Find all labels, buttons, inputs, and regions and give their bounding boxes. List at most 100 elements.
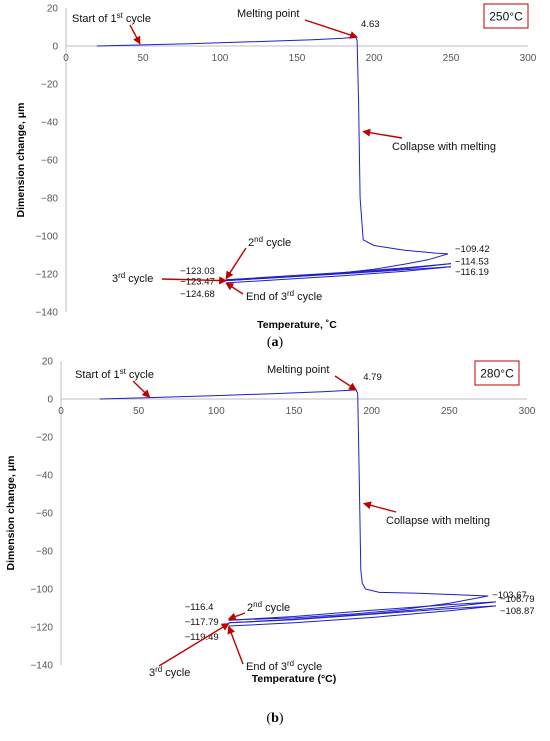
data-label: −116.19 [455, 267, 489, 278]
panel-caption-letter: a [272, 335, 279, 350]
data-label: −116.4 [185, 602, 214, 613]
x-tick-label: 200 [366, 53, 383, 64]
y-tick-label: −20 [36, 433, 53, 444]
annotation-label: Start of 1st cycle [72, 11, 151, 25]
annotation-tail: cycle [294, 661, 322, 673]
annotation-superscript: rd [287, 659, 294, 668]
annotation-text: 2 [247, 602, 253, 614]
annotation-arrow [161, 276, 228, 285]
temperature-badge-box [483, 3, 529, 29]
y-axis-title: Dimension change, μm [15, 103, 27, 218]
x-tick-label: 0 [63, 53, 69, 64]
panel-caption-close: ) [279, 711, 284, 726]
x-tick-label: 250 [443, 53, 460, 64]
series-line-3 [226, 263, 452, 281]
y-tick-label: −100 [30, 585, 53, 596]
annotation-text: Start of 1 [75, 369, 120, 381]
data-label: −114.53 [455, 257, 489, 268]
annotation-label: End of 3rd cycle [246, 659, 322, 673]
series-line-6 [228, 605, 496, 627]
annotation-arrow [362, 128, 403, 139]
annotation-arrow [304, 19, 359, 39]
annotation-arrow [129, 24, 141, 45]
data-label: −124.68 [180, 289, 215, 300]
annotation-text: Start of 1 [72, 13, 117, 25]
annotation-tail: cycle [123, 13, 151, 25]
annotation-label: Start of 1st cycle [75, 367, 154, 381]
x-tick-label: 0 [58, 406, 64, 417]
x-tick-label: 300 [519, 406, 536, 417]
annotation-arrow [132, 380, 151, 398]
panel-caption: (a) [267, 335, 284, 350]
y-tick-label: −40 [41, 118, 58, 129]
annotation-superscript: rd [155, 665, 162, 674]
y-tick-label: 20 [47, 4, 59, 15]
x-tick-label: 50 [137, 53, 149, 64]
x-tick-label: 150 [286, 406, 303, 417]
panel-caption: (b) [266, 711, 283, 726]
panel-caption-open: ( [266, 711, 271, 726]
chart-panel-b: 0 50 100 150 200 250 300200−20−40−60−80−100−12… [5, 357, 536, 727]
annotation-tail: cycle [263, 237, 291, 249]
annotation-label: Collapse with melting [386, 515, 490, 527]
x-tick-label: 50 [133, 406, 145, 417]
annotation-arrow [227, 612, 246, 621]
annotation-text: 2 [248, 237, 254, 249]
data-label: −109.42 [455, 244, 490, 255]
data-label: 4.79 [363, 372, 382, 383]
y-tick-label: −20 [41, 80, 58, 91]
temperature-badge: 250°C [489, 10, 523, 24]
series-line-6 [226, 266, 452, 284]
annotation-text: End of 3 [246, 291, 287, 303]
x-tick-label: 100 [212, 53, 229, 64]
x-tick-label: 300 [520, 53, 537, 64]
annotation-superscript: rd [118, 271, 125, 280]
series-line-4 [226, 263, 452, 282]
y-tick-label: 20 [42, 357, 54, 368]
panel-caption-close: ) [279, 335, 284, 350]
annotation-arrow [334, 375, 357, 391]
annotation-label: 2nd cycle [247, 600, 290, 614]
x-tick-label: 150 [289, 53, 306, 64]
series-line-3 [228, 601, 496, 621]
annotation-text: 3 [149, 667, 155, 679]
y-axis-title: Dimension change, μm [5, 456, 17, 571]
panel-caption-open: ( [267, 335, 272, 350]
annotation-arrow [362, 501, 397, 513]
annotation-tail: cycle [294, 291, 322, 303]
x-tick-label: 100 [208, 406, 225, 417]
annotation-superscript: nd [253, 600, 262, 609]
series-line-5 [228, 605, 496, 624]
y-tick-label: −140 [35, 308, 58, 319]
annotation-label: End of 3rd cycle [246, 289, 322, 303]
annotation-text: End of 3 [246, 661, 287, 673]
y-tick-label: −40 [36, 471, 53, 482]
chart-panel-a: 0 50 100 150 200 250 300200−20−40−60−80−100−12… [15, 3, 537, 350]
annotation-tail: cycle [262, 602, 290, 614]
annotation-tail: cycle [162, 667, 190, 679]
y-tick-label: 0 [47, 395, 53, 406]
y-tick-label: −120 [35, 270, 58, 281]
annotation-arrow [227, 625, 244, 665]
annotation-superscript: rd [287, 289, 294, 298]
annotation-label: Melting point [237, 8, 299, 20]
annotation-superscript: st [120, 367, 127, 376]
annotation-arrow [158, 622, 230, 667]
data-label: −106.79 [500, 594, 535, 605]
series-line-1 [99, 389, 489, 597]
temperature-badge: 280°C [480, 367, 514, 381]
annotation-label: Collapse with melting [392, 141, 496, 153]
data-label: −103.67 [492, 590, 527, 601]
annotation-text: Collapse with melting [392, 141, 496, 153]
series-line-5 [226, 266, 452, 282]
x-tick-label: 200 [363, 406, 380, 417]
temperature-badge-box [474, 360, 520, 386]
x-axis-title: Temperature (°C) [252, 673, 337, 685]
annotation-label: 2nd cycle [248, 235, 291, 249]
data-label: −123.03 [180, 266, 215, 277]
y-tick-label: −140 [30, 661, 53, 672]
y-tick-label: 0 [52, 42, 58, 53]
annotation-superscript: st [117, 11, 124, 20]
y-tick-label: −60 [36, 509, 53, 520]
